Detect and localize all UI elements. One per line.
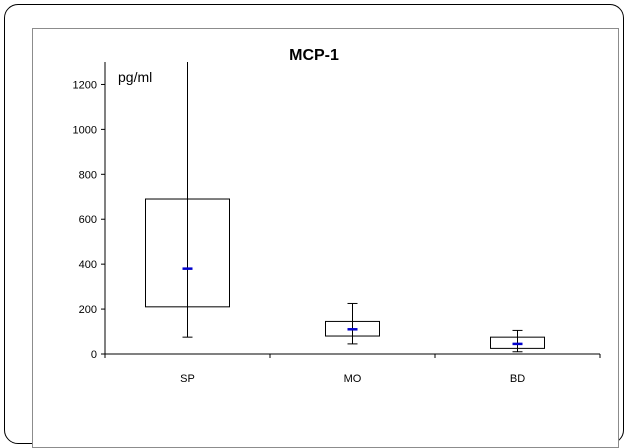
y-tick-label: 400	[79, 259, 97, 271]
y-unit-label: pg/ml	[118, 69, 152, 85]
y-tick-label: 800	[79, 169, 97, 181]
y-tick-label: 1000	[73, 124, 97, 136]
box-mo	[325, 302, 380, 345]
y-tick-label: 1200	[73, 79, 97, 91]
chart-plot-area-frame	[32, 28, 619, 448]
boxes-group: SP MO BD	[145, 62, 545, 385]
y-tick-label: 200	[79, 304, 97, 316]
x-tick-label: SP	[180, 373, 195, 385]
x-tick-label: MO	[344, 373, 362, 385]
box-plot-chart: MCP-1 pg/ml 0 200 400 600 800 1000 1200 SP MO BD	[73, 47, 601, 385]
chart-title: MCP-1	[289, 47, 339, 64]
y-tick-label: 600	[79, 214, 97, 226]
axes-group: 0 200 400 600 800 1000 1200	[73, 62, 601, 361]
y-tick-label: 0	[91, 349, 97, 361]
box-sp	[145, 62, 230, 338]
x-tick-label: BD	[510, 373, 525, 385]
box-bd	[490, 329, 545, 353]
